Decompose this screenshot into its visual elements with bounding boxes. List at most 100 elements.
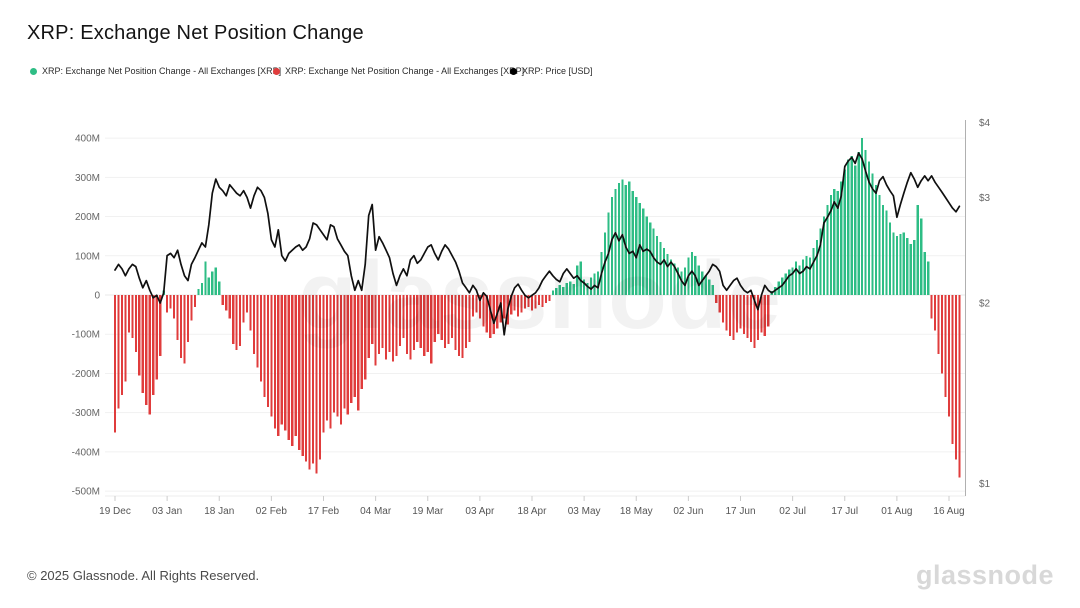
net-position-bar[interactable] [656, 236, 659, 295]
net-position-bar[interactable] [416, 295, 419, 343]
net-position-bar[interactable] [228, 295, 231, 319]
net-position-bar[interactable] [635, 196, 638, 295]
net-position-bar[interactable] [207, 277, 210, 295]
net-position-bar[interactable] [742, 295, 746, 335]
net-position-bar[interactable] [527, 295, 530, 307]
chart-plot-area[interactable]: glassnode 400M 300M 200M 100M 0 -100M -200M -30… [0, 100, 1080, 540]
net-position-bar[interactable] [840, 181, 843, 295]
net-position-bar[interactable] [332, 295, 336, 413]
net-position-bar[interactable] [444, 295, 447, 348]
price-line[interactable] [114, 152, 961, 336]
net-position-bar[interactable] [450, 295, 454, 339]
net-position-bar[interactable] [315, 295, 318, 474]
net-position-bar[interactable] [954, 295, 958, 460]
net-position-bar[interactable] [874, 185, 878, 295]
net-position-bar[interactable] [826, 204, 829, 295]
net-position-bar[interactable] [263, 295, 266, 397]
net-position-bar[interactable] [141, 295, 144, 394]
net-position-bar[interactable] [273, 295, 276, 429]
net-position-bar[interactable] [520, 295, 523, 313]
net-position-bar[interactable] [232, 295, 235, 345]
net-position-bar[interactable] [364, 295, 367, 380]
net-position-bar[interactable] [909, 244, 912, 295]
net-position-bar[interactable] [683, 267, 686, 295]
net-position-bar[interactable] [117, 295, 120, 409]
net-position-bar[interactable] [311, 295, 315, 464]
net-position-bar[interactable] [583, 279, 586, 295]
legend-item-net-position-negative[interactable]: XRP: Exchange Net Position Change - All … [273, 66, 524, 76]
net-position-bar[interactable] [920, 218, 923, 295]
net-position-bar[interactable] [586, 283, 589, 295]
net-position-bar[interactable] [843, 169, 846, 296]
net-position-bar[interactable] [426, 295, 429, 352]
net-position-bar[interactable] [892, 232, 895, 295]
net-position-bar[interactable] [537, 295, 541, 305]
net-position-bar[interactable] [478, 295, 481, 319]
net-position-bar[interactable] [190, 295, 193, 321]
net-position-bar[interactable] [482, 295, 485, 327]
net-position-bar[interactable] [878, 194, 881, 295]
net-position-bar[interactable] [951, 295, 954, 445]
net-position-bar[interactable] [576, 265, 579, 295]
net-position-bar[interactable] [944, 295, 947, 397]
net-position-bar[interactable] [200, 283, 203, 295]
net-position-bar[interactable] [628, 181, 631, 295]
net-position-bar[interactable] [510, 295, 513, 315]
net-position-bar[interactable] [124, 295, 127, 382]
net-position-bar[interactable] [947, 295, 951, 417]
net-position-bar[interactable] [801, 259, 805, 295]
net-position-bar[interactable] [172, 295, 176, 319]
net-position-bar[interactable] [847, 159, 850, 295]
net-position-bar[interactable] [266, 295, 269, 407]
net-position-bar[interactable] [423, 295, 426, 356]
net-position-bar[interactable] [735, 295, 739, 333]
net-position-bar[interactable] [159, 295, 162, 356]
net-position-bar[interactable] [113, 295, 117, 433]
net-position-bar[interactable] [690, 251, 693, 295]
net-position-bar[interactable] [440, 295, 443, 341]
net-position-bar[interactable] [294, 295, 297, 437]
net-position-bar[interactable] [433, 295, 436, 343]
net-position-bar[interactable] [624, 185, 627, 295]
net-position-bar[interactable] [819, 228, 822, 295]
net-position-bar[interactable] [447, 295, 450, 345]
net-position-bar[interactable] [395, 295, 398, 356]
net-position-bar[interactable] [298, 295, 301, 450]
net-position-bar[interactable] [666, 253, 669, 295]
net-position-bar[interactable] [704, 275, 707, 295]
legend-item-price[interactable]: XRP: Price [USD] [510, 66, 593, 76]
net-position-bar[interactable] [284, 295, 287, 431]
net-position-bar[interactable] [259, 295, 263, 382]
net-position-bar[interactable] [676, 267, 680, 295]
net-position-bar[interactable] [913, 240, 916, 295]
net-position-bar[interactable] [805, 255, 808, 295]
net-position-bar[interactable] [242, 295, 245, 323]
net-position-bar[interactable] [492, 295, 495, 335]
net-position-bar[interactable] [245, 295, 249, 313]
net-position-bar[interactable] [548, 295, 551, 301]
net-position-bar[interactable] [402, 295, 405, 339]
net-position-bar[interactable] [784, 273, 787, 295]
net-position-bar[interactable] [517, 295, 520, 317]
net-position-bar[interactable] [339, 295, 342, 425]
net-position-bar[interactable] [857, 151, 860, 295]
net-position-bar[interactable] [301, 295, 304, 456]
net-position-bar[interactable] [134, 295, 137, 352]
net-position-bar[interactable] [739, 295, 742, 329]
net-position-bar[interactable] [183, 295, 186, 364]
net-position-bar[interactable] [378, 295, 381, 354]
net-position-bar[interactable] [252, 295, 256, 354]
net-position-bar[interactable] [371, 295, 374, 345]
net-position-bar[interactable] [812, 247, 815, 295]
net-position-bar[interactable] [357, 295, 360, 411]
net-position-bar[interactable] [541, 295, 544, 307]
net-position-bar[interactable] [927, 261, 930, 295]
net-position-bar[interactable] [555, 287, 558, 295]
net-position-bar[interactable] [152, 295, 155, 396]
net-position-bar[interactable] [138, 295, 141, 376]
net-position-bar[interactable] [239, 295, 242, 346]
net-position-bar[interactable] [513, 295, 516, 311]
net-position-bar[interactable] [680, 271, 683, 295]
net-position-bar[interactable] [673, 263, 676, 295]
net-position-bar[interactable] [169, 295, 172, 309]
